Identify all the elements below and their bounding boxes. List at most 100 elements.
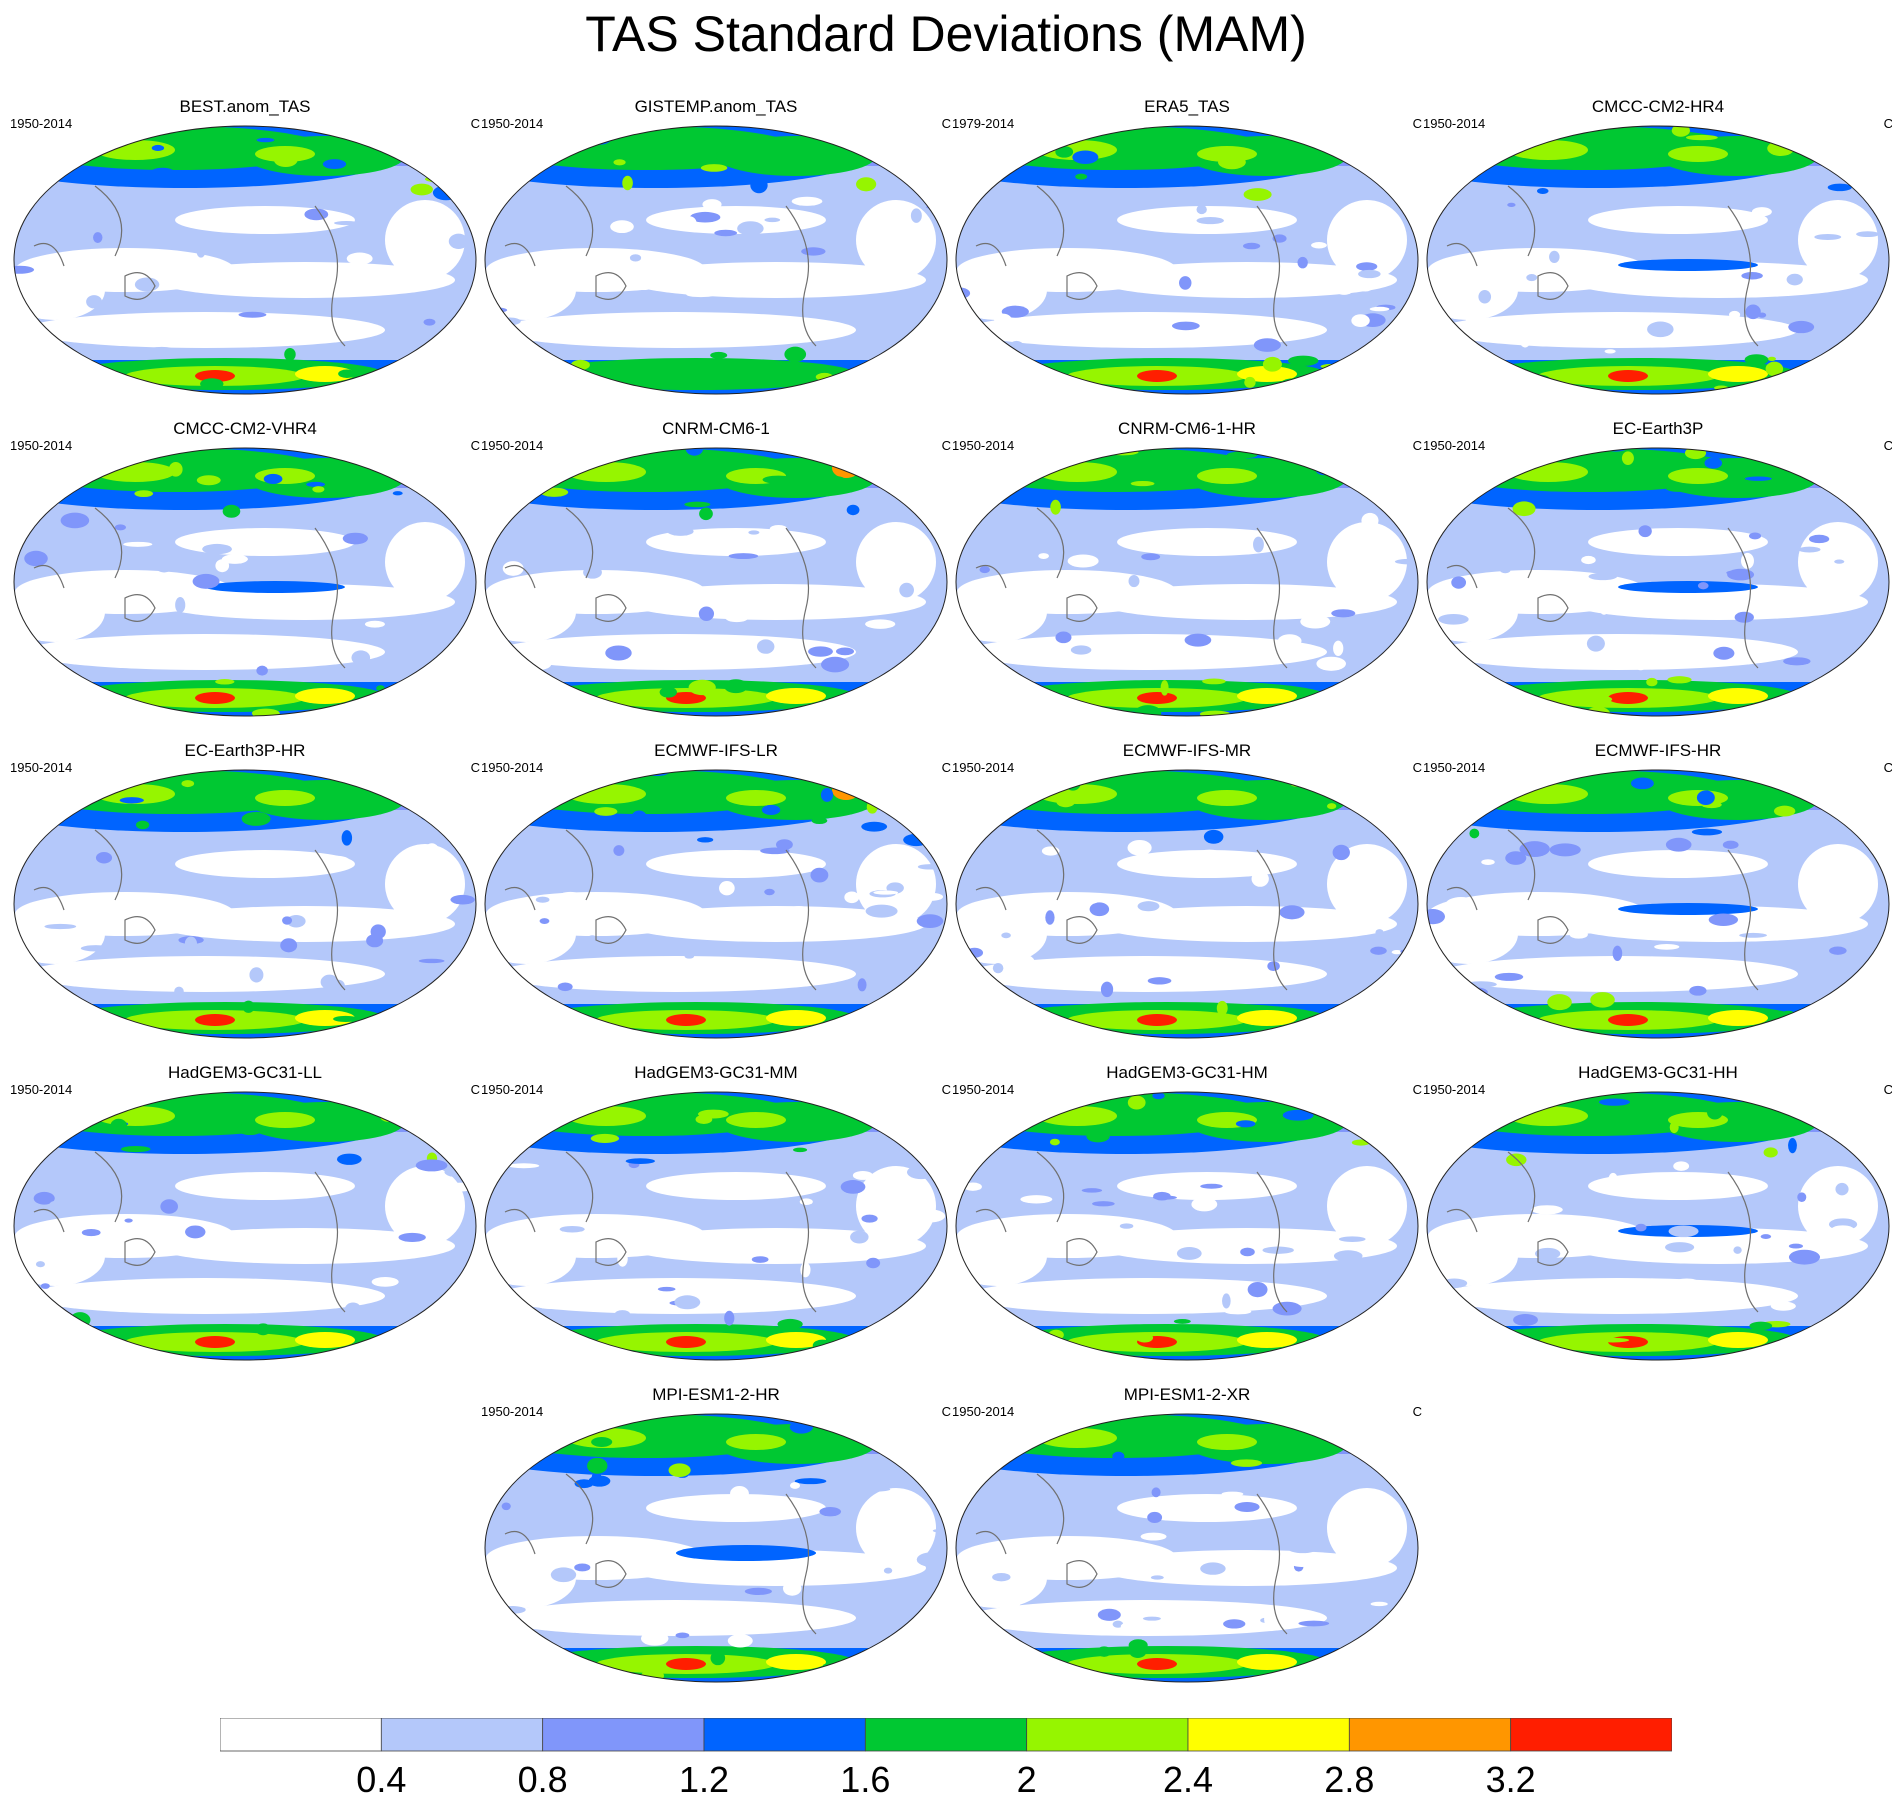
map-outline — [955, 447, 1419, 717]
panel-units: C — [1412, 438, 1422, 453]
map-field — [485, 448, 947, 716]
panel-period: 1950-2014 — [952, 1082, 1015, 1097]
panel-units: C — [470, 760, 480, 775]
colorbar-swatch — [380, 1718, 544, 1752]
map-plot — [13, 1091, 477, 1361]
panel-period: 1950-2014 — [481, 1082, 544, 1097]
colorbar-tick-label: 3.2 — [1485, 1759, 1536, 1800]
panel-units: C — [941, 1404, 951, 1419]
map-panel: HadGEM3-GC31-HM 1950-2014 C — [952, 1062, 1422, 1362]
map-field — [1427, 126, 1889, 394]
map-panel: CNRM-CM6-1 1950-2014 C — [481, 418, 951, 718]
colorbar-swatch — [220, 1718, 382, 1752]
map-panel: CMCC-CM2-VHR4 1950-2014 C — [10, 418, 480, 718]
colorbar-swatch — [1348, 1718, 1512, 1752]
panel-units: C — [470, 116, 480, 131]
map-outline — [1426, 1091, 1890, 1361]
panel-title: ECMWF-IFS-LR — [654, 741, 778, 760]
map-plot — [484, 125, 948, 395]
panel-period: 1950-2014 — [481, 116, 544, 131]
map-plot — [484, 447, 948, 717]
panel-units: C — [941, 1082, 951, 1097]
panel-period: 1950-2014 — [481, 760, 544, 775]
panel-title: HadGEM3-GC31-HH — [1578, 1063, 1738, 1082]
map-panel: EC-Earth3P 1950-2014 C — [1423, 418, 1892, 718]
map-panel: HadGEM3-GC31-LL 1950-2014 C — [10, 1062, 480, 1362]
map-panel: EC-Earth3P-HR 1950-2014 C — [10, 740, 480, 1040]
panel-units: C — [1883, 438, 1892, 453]
panel-title: HadGEM3-GC31-MM — [634, 1063, 798, 1082]
colorbar-tick-label: 2.8 — [1324, 1759, 1375, 1800]
map-field — [1427, 1092, 1889, 1360]
map-field — [956, 448, 1418, 716]
map-field — [956, 1092, 1418, 1360]
map-outline — [484, 1413, 948, 1683]
panel-period: 1950-2014 — [10, 116, 73, 131]
map-field — [956, 770, 1418, 1038]
map-outline — [955, 125, 1419, 395]
colorbar-swatch — [1187, 1718, 1350, 1752]
map-panel: BEST.anom_TAS 1950-2014 C — [10, 96, 480, 396]
map-outline — [13, 1091, 477, 1361]
panel-title: MPI-ESM1-2-XR — [1123, 1385, 1251, 1404]
map-outline — [13, 447, 477, 717]
map-panel: CNRM-CM6-1-HR 1950-2014 C — [952, 418, 1422, 718]
map-field — [1427, 448, 1889, 716]
panel-title: GISTEMP.anom_TAS — [634, 97, 798, 116]
map-panel: ECMWF-IFS-MR 1950-2014 C — [952, 740, 1422, 1040]
map-panel: ECMWF-IFS-LR 1950-2014 C — [481, 740, 951, 1040]
panel-period: 1950-2014 — [1423, 1082, 1486, 1097]
map-panel: GISTEMP.anom_TAS 1950-2014 C — [481, 96, 951, 396]
map-outline — [955, 769, 1419, 1039]
map-field — [1427, 770, 1889, 1038]
panel-units: C — [1412, 760, 1422, 775]
colorbar-tick-label: 0.4 — [356, 1759, 407, 1800]
panel-title: CMCC-CM2-HR4 — [1591, 97, 1725, 116]
panel-units: C — [1883, 1082, 1892, 1097]
map-outline — [484, 1091, 948, 1361]
colorbar-swatch — [542, 1718, 705, 1752]
panel-units: C — [1412, 116, 1422, 131]
panel-units: C — [1883, 116, 1892, 131]
map-field — [14, 770, 476, 1038]
map-plot — [484, 769, 948, 1039]
map-field — [485, 126, 947, 394]
panel-period: 1950-2014 — [1423, 438, 1486, 453]
panel-title: CNRM-CM6-1 — [662, 419, 770, 438]
map-field — [14, 1092, 476, 1360]
panel-period: 1950-2014 — [10, 1082, 73, 1097]
map-plot — [1426, 447, 1890, 717]
panel-period: 1950-2014 — [1423, 760, 1486, 775]
map-outline — [1426, 769, 1890, 1039]
map-plot — [484, 1091, 948, 1361]
map-field — [485, 1414, 947, 1682]
map-panel: HadGEM3-GC31-HH 1950-2014 C — [1423, 1062, 1892, 1362]
panel-title: BEST.anom_TAS — [179, 97, 311, 116]
map-plot — [1426, 1091, 1890, 1361]
panel-title: MPI-ESM1-2-HR — [652, 1385, 780, 1404]
map-outline — [1426, 447, 1890, 717]
map-plot — [1426, 769, 1890, 1039]
map-field — [485, 1092, 947, 1360]
panel-title: HadGEM3-GC31-LL — [167, 1063, 322, 1082]
colorbar-swatch — [1026, 1718, 1189, 1752]
colorbar-swatch — [864, 1718, 1028, 1752]
map-plot — [955, 125, 1419, 395]
panel-units: C — [941, 438, 951, 453]
panel-title: EC-Earth3P — [1612, 419, 1704, 438]
map-plot — [1426, 125, 1890, 395]
colorbar-swatch — [1510, 1718, 1672, 1752]
map-plot — [484, 1413, 948, 1683]
panel-units: C — [470, 438, 480, 453]
panel-period: 1950-2014 — [481, 438, 544, 453]
panel-units: C — [941, 116, 951, 131]
panel-period: 1950-2014 — [10, 760, 73, 775]
colorbar-tick-label: 2.4 — [1162, 1759, 1214, 1800]
panel-period: 1950-2014 — [952, 438, 1015, 453]
colorbar-tick-label: 1.6 — [840, 1759, 891, 1800]
panel-title: ERA5_TAS — [1144, 97, 1230, 116]
map-field — [14, 448, 476, 716]
panel-units: C — [941, 760, 951, 775]
colorbar-tick-label: 2 — [1016, 1759, 1037, 1800]
map-plot — [955, 1413, 1419, 1683]
